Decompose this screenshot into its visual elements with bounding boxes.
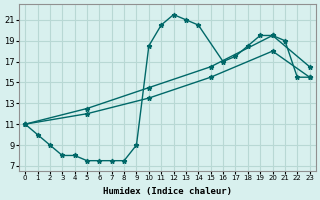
X-axis label: Humidex (Indice chaleur): Humidex (Indice chaleur) [103, 187, 232, 196]
